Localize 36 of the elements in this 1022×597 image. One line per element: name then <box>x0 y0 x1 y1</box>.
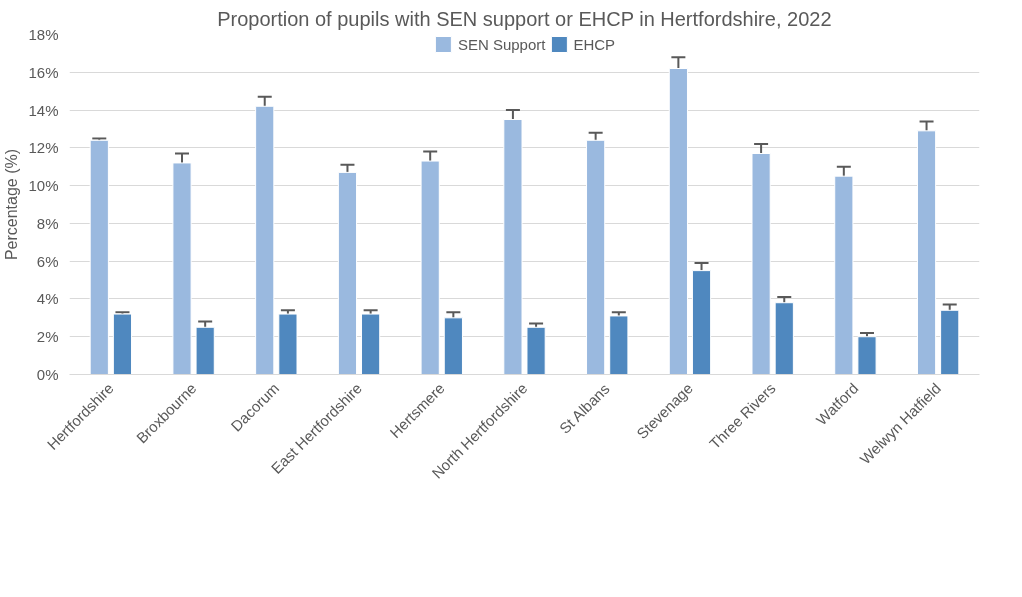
bar <box>940 309 960 375</box>
bar <box>834 175 854 375</box>
bar <box>586 139 606 375</box>
legend-label: EHCP <box>573 35 616 53</box>
bar <box>526 326 546 375</box>
bar <box>361 313 381 375</box>
bar <box>668 68 688 375</box>
y-tick-label: 12% <box>28 139 59 157</box>
y-tick-label: 6% <box>36 252 59 270</box>
y-axis-title: Percentage (%) <box>3 148 21 261</box>
bar <box>774 302 794 375</box>
y-tick-label: 2% <box>36 328 59 346</box>
bar <box>503 119 523 375</box>
bar <box>443 317 463 375</box>
y-tick-label: 18% <box>28 26 59 43</box>
bar <box>255 105 275 375</box>
legend-label: SEN Support <box>457 35 546 53</box>
y-tick-label: 14% <box>28 101 59 119</box>
bar <box>89 139 109 375</box>
y-tick-label: 16% <box>28 63 59 81</box>
bar <box>278 313 298 375</box>
y-tick-label: 4% <box>36 290 59 308</box>
y-tick-label: 0% <box>36 366 59 383</box>
chart-title: Proportion of pupils with SEN support or EHCP in Hertfordshire, 2022 <box>217 7 832 30</box>
bar <box>691 270 712 375</box>
bar <box>195 326 215 375</box>
bar <box>112 313 133 375</box>
bar <box>420 160 440 375</box>
bar <box>337 171 358 375</box>
bar <box>172 162 192 375</box>
bar <box>857 336 877 375</box>
bar <box>751 153 771 375</box>
y-tick-label: 10% <box>28 177 59 195</box>
bar <box>916 130 937 375</box>
bar <box>609 315 629 375</box>
y-tick-label: 8% <box>36 214 59 232</box>
